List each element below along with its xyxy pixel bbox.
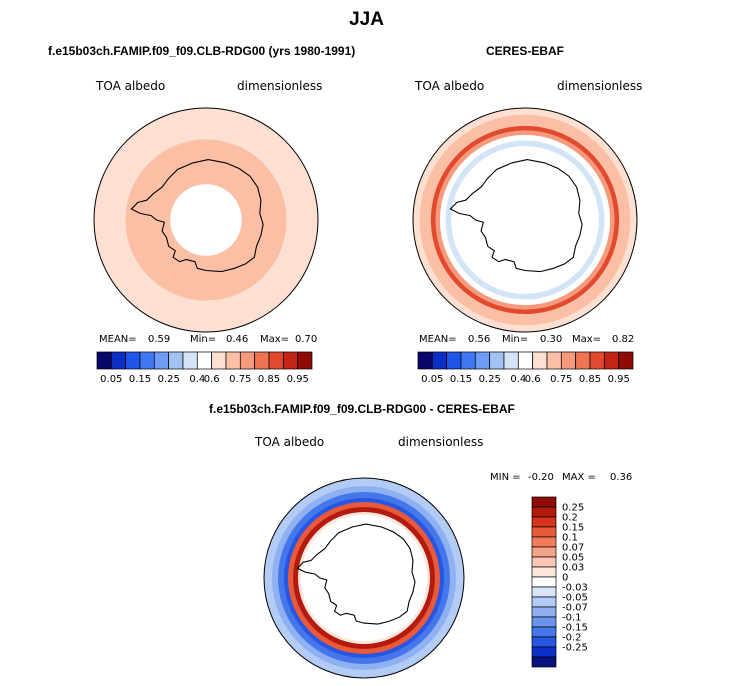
colorbar-box — [297, 351, 313, 370]
colorbar-box — [531, 616, 557, 628]
colorbar-box — [531, 646, 557, 658]
panel1-units-label: dimensionless — [237, 79, 323, 93]
colorbar-tick-label: 0.05 — [421, 374, 443, 385]
colorbar-box — [531, 626, 557, 638]
colorbar-tick-label: 0.03 — [562, 563, 584, 574]
panel1-min-value: 0.46 — [226, 334, 249, 345]
colorbar-tick-label: 0.07 — [562, 543, 584, 554]
map-contour-ring — [454, 149, 596, 291]
colorbar-tick-label: 0.15 — [562, 523, 584, 534]
colorbar-tick-label: 0.2 — [562, 513, 578, 524]
panel2-title: CERES-EBAF — [486, 44, 565, 58]
colorbar-tick-label: 0.85 — [258, 374, 280, 385]
panel3-min-label: MIN = — [490, 472, 521, 483]
colorbar-box — [531, 656, 557, 668]
colorbar-tick-label: 0.95 — [287, 374, 309, 385]
colorbar-tick-label: 0.75 — [229, 374, 251, 385]
panel2-min-label: Min= — [502, 334, 529, 345]
antarctica-coastline — [130, 159, 264, 273]
antarctica-coastline — [296, 523, 416, 625]
page-title: JJA — [349, 9, 384, 30]
colorbar-tick-label: 0.1 — [562, 533, 578, 544]
panel2-mean-value: 0.56 — [468, 334, 491, 345]
colorbar-box — [531, 536, 557, 548]
colorbar-tick-label: -0.15 — [562, 623, 588, 634]
colorbar-tick-label: -0.2 — [562, 633, 582, 644]
map-border — [263, 477, 465, 679]
colorbar-tick-label: -0.07 — [562, 603, 588, 614]
colorbar-tick-label: 0.75 — [550, 374, 572, 385]
panel2-units-label: dimensionless — [557, 79, 643, 93]
panel1-variable-label: TOA albedo — [96, 79, 166, 93]
colorbar-box — [531, 556, 557, 568]
panel2-mean-label: MEAN= — [419, 334, 457, 345]
panel1-mean-value: 0.59 — [148, 334, 171, 345]
colorbar-box — [531, 576, 557, 588]
colorbar-tick-label: -0.03 — [562, 583, 588, 594]
panel3-title: f.e15b03ch.FAMIP.f09_f09.CLB-RDG00 - CER… — [209, 402, 515, 416]
colorbar-box — [618, 351, 634, 370]
colorbar-tick-label: 0.85 — [579, 374, 601, 385]
panel2-min-value: 0.30 — [540, 334, 563, 345]
panel3-min-value: -0.20 — [528, 472, 554, 483]
map-border — [93, 107, 319, 333]
colorbar-box — [531, 636, 557, 648]
map-contour-ring — [301, 515, 427, 641]
colorbar-tick-label: 0.4 — [189, 374, 205, 385]
colorbar-tick-label: 0.6 — [525, 374, 541, 385]
colorbar-tick-label: 0.15 — [129, 374, 151, 385]
colorbar-box — [531, 586, 557, 598]
map-border — [412, 107, 638, 333]
colorbar-box — [531, 526, 557, 538]
colorbar-box — [531, 516, 557, 528]
colorbar-box — [531, 596, 557, 608]
colorbar-tick-label: 0.25 — [479, 374, 501, 385]
panel1-min-label: Min= — [190, 334, 217, 345]
colorbar-tick-label: 0.25 — [158, 374, 180, 385]
colorbar-tick-label: -0.1 — [562, 613, 582, 624]
colorbar-tick-label: 0.05 — [100, 374, 122, 385]
colorbar-box — [531, 606, 557, 618]
panel1-max-value: 0.70 — [295, 334, 318, 345]
panel2-variable-label: TOA albedo — [415, 79, 485, 93]
colorbar-box — [531, 546, 557, 558]
panel1-title: f.e15b03ch.FAMIP.f09_f09.CLB-RDG00 (yrs … — [48, 44, 356, 58]
colorbar-tick-label: 0.05 — [562, 553, 584, 564]
colorbar-tick-label: 0.15 — [450, 374, 472, 385]
colorbar-tick-label: 0.95 — [608, 374, 630, 385]
colorbar-box — [531, 566, 557, 578]
panel3-variable-label: TOA albedo — [255, 435, 325, 449]
colorbar-tick-label: -0.05 — [562, 593, 588, 604]
colorbar-tick-label: -0.25 — [562, 643, 588, 654]
colorbar-tick-label: 0.25 — [562, 503, 584, 514]
colorbar-tick-label: 0.4 — [510, 374, 526, 385]
panel2-max-label: Max= — [572, 334, 602, 345]
colorbar-tick-label: 0.6 — [204, 374, 220, 385]
panel3-units-label: dimensionless — [398, 435, 484, 449]
panel1-max-label: Max= — [260, 334, 290, 345]
map-contour-ring — [170, 184, 242, 256]
colorbar-box — [531, 506, 557, 518]
panel3-max-value: 0.36 — [610, 472, 633, 483]
panel2-max-value: 0.82 — [612, 334, 635, 345]
colorbar-box — [531, 496, 557, 508]
panel3-max-label: MAX = — [562, 472, 596, 483]
colorbar-tick-label: 0 — [562, 573, 568, 584]
panel1-mean-label: MEAN= — [99, 334, 137, 345]
antarctica-coastline — [449, 159, 583, 273]
